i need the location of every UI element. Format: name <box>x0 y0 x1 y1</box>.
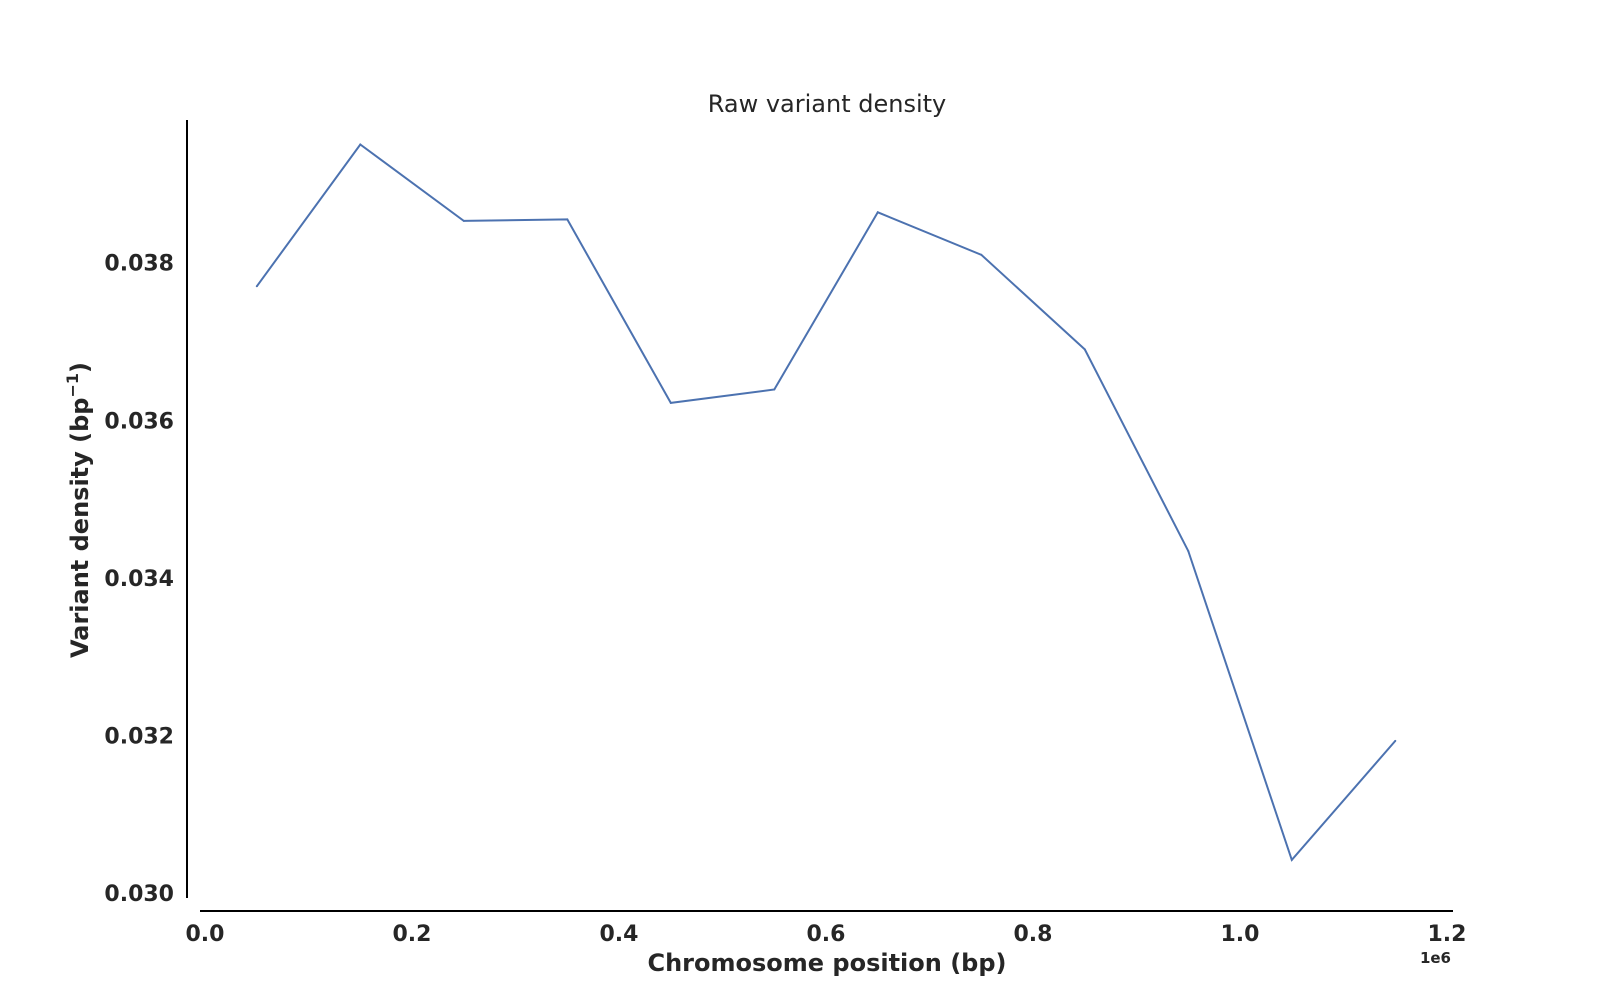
y-axis-label-close: ) <box>66 362 94 373</box>
series-line <box>255 143 1397 862</box>
data-point <box>462 219 465 222</box>
y-tick-label: 0.036 <box>104 409 174 434</box>
y-axis-label-main: Variant density (bp <box>66 398 94 658</box>
x-tick-label: 0.6 <box>807 922 846 947</box>
data-point <box>255 285 258 288</box>
x-offset-label: 1e6 <box>1420 949 1451 967</box>
y-tick-label: 0.034 <box>104 567 174 592</box>
x-tick-label: 1.0 <box>1221 922 1260 947</box>
x-tick-labels: 0.0 0.2 0.4 0.6 0.8 1.0 1.2 <box>186 922 1467 947</box>
y-tick-labels: 0.030 0.032 0.034 0.036 0.038 <box>104 252 174 907</box>
x-tick-label: 0.2 <box>393 922 432 947</box>
y-tick-label: 0.038 <box>104 252 174 277</box>
data-point <box>876 211 879 214</box>
y-tick-label: 0.030 <box>104 882 174 907</box>
data-point <box>1290 858 1293 861</box>
data-point <box>1394 739 1397 742</box>
data-point <box>566 218 569 221</box>
x-tick-label: 0.0 <box>186 922 225 947</box>
y-axis-label: Variant density (bp−1) <box>63 362 94 658</box>
x-tick-label: 1.2 <box>1428 922 1467 947</box>
data-point <box>669 401 672 404</box>
data-point <box>1083 348 1086 351</box>
x-tick-label: 0.4 <box>600 922 639 947</box>
data-point <box>980 253 983 256</box>
x-tick-label: 0.8 <box>1014 922 1053 947</box>
data-points <box>255 143 1397 861</box>
x-axis-label: Chromosome position (bp) <box>647 949 1006 977</box>
y-tick-label: 0.032 <box>104 724 174 749</box>
chart-title: Raw variant density <box>708 90 947 118</box>
data-point <box>359 143 362 146</box>
data-point <box>1187 550 1190 553</box>
data-point <box>773 388 776 391</box>
y-axis-label-exponent: −1 <box>63 373 82 398</box>
